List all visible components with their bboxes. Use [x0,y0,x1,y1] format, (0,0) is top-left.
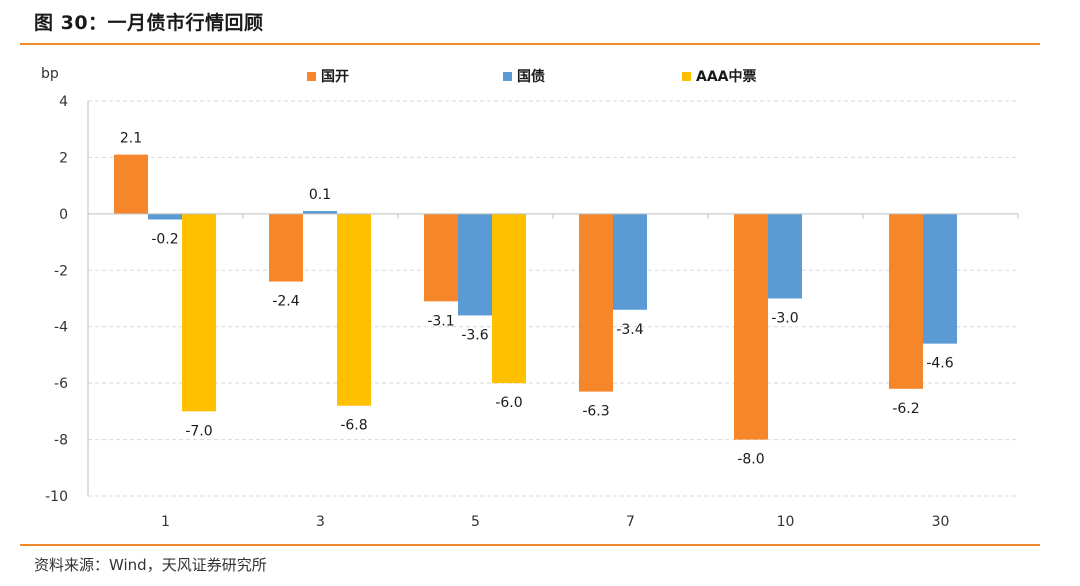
data-label: -6.2 [892,401,919,417]
y-tick-label: 4 [59,94,68,110]
legend-swatch [307,72,316,81]
y-tick-label: 2 [59,150,68,166]
footer-divider [20,544,1040,546]
bar [579,213,613,392]
bar [303,211,337,214]
data-label: -3.6 [461,327,488,343]
y-tick-label: -2 [54,263,68,279]
data-label: -3.4 [616,322,643,338]
legend-label: AAA中票 [696,68,757,85]
bar [458,213,492,316]
bar [734,213,768,440]
bar [923,213,957,344]
bar [613,213,647,310]
bar [182,213,216,412]
bar [768,213,802,299]
y-axis-unit: bp [41,66,59,82]
legend-label: 国债 [517,68,545,85]
bar [424,213,458,302]
data-label: -6.3 [582,404,609,420]
legend-swatch [503,72,512,81]
figure-title: 图 30：一月债市行情回顾 [34,12,264,34]
legend-label: 国开 [321,69,349,85]
data-label: -6.8 [340,418,367,434]
data-label: -7.0 [185,423,212,439]
data-label: -0.2 [151,232,178,248]
y-tick-label: -4 [54,320,68,336]
data-label: -6.0 [495,395,522,411]
data-label: -4.6 [926,356,953,372]
y-tick-label: -10 [45,489,68,505]
bar [114,154,148,214]
data-label: -3.0 [771,311,798,327]
x-tick-label: 1 [161,514,170,530]
bar [889,213,923,389]
x-tick-label: 3 [316,514,325,530]
y-tick-label: -8 [54,433,68,449]
x-tick-label: 7 [626,514,635,530]
bar [492,213,526,384]
y-tick-label: 0 [59,207,68,223]
bar [269,213,303,282]
title-divider [20,43,1040,45]
data-label: 0.1 [309,187,331,203]
data-label: -3.1 [427,313,454,329]
x-tick-label: 30 [932,514,950,530]
y-tick-label: -6 [54,376,68,392]
bar [148,213,182,220]
data-label: -2.4 [272,294,299,310]
bar [337,213,371,406]
legend-swatch [682,72,691,81]
x-tick-label: 10 [777,514,795,530]
source-note: 资料来源：Wind，天风证券研究所 [34,556,267,574]
x-tick-label: 5 [471,514,480,530]
data-label: 2.1 [120,131,142,147]
data-label: -8.0 [737,452,764,468]
